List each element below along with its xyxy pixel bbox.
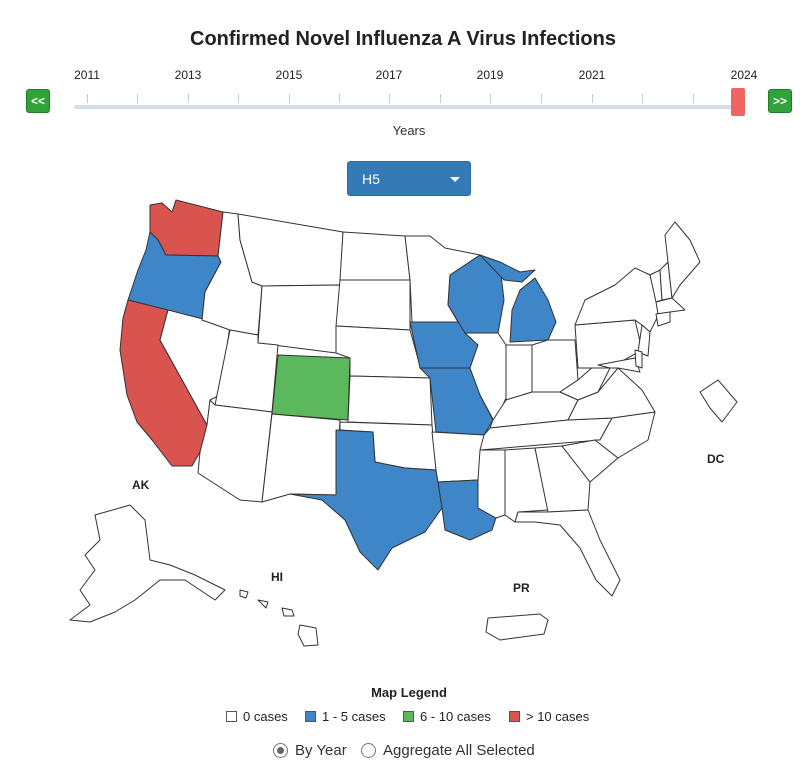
slider-tick [87, 94, 88, 103]
year-label-2019: 2019 [476, 68, 504, 82]
slider-tick [238, 94, 239, 103]
legend-label: 6 - 10 cases [420, 709, 491, 724]
state-MT[interactable] [237, 213, 344, 287]
state-MI-upper[interactable] [479, 254, 536, 283]
year-label-2017: 2017 [375, 68, 403, 82]
legend-swatch [305, 711, 316, 722]
state-TX[interactable] [289, 429, 443, 571]
radio-button[interactable] [273, 743, 288, 758]
map-label-pr: PR [513, 581, 530, 595]
by-year-radio[interactable]: By Year [273, 742, 347, 759]
slider-axis-title: Years [392, 123, 426, 138]
slider-tick [389, 94, 390, 103]
legend-item-over-10-cases: > 10 cases [509, 709, 589, 724]
state-SD[interactable] [335, 279, 411, 331]
state-AK[interactable] [69, 504, 226, 623]
year-label-2024: 2024 [730, 68, 758, 82]
territory-PR[interactable] [485, 613, 549, 641]
legend-title: Map Legend [371, 685, 447, 700]
radio-label: Aggregate All Selected [383, 742, 535, 759]
state-CO[interactable] [271, 354, 351, 421]
year-label-2011: 2011 [74, 68, 100, 82]
state-HI[interactable] [239, 589, 319, 647]
state-GA[interactable] [534, 445, 591, 513]
slider-tick [137, 94, 138, 103]
slider-tick [289, 94, 290, 103]
year-label-2015: 2015 [275, 68, 303, 82]
state-ND[interactable] [339, 231, 411, 281]
legend-item-6-10-cases: 6 - 10 cases [403, 709, 491, 724]
slider-tick [188, 94, 189, 103]
legend-label: 0 cases [243, 709, 288, 724]
state-MS[interactable] [477, 449, 506, 519]
slider-tick [490, 94, 491, 103]
aggregate-all-selected-radio[interactable]: Aggregate All Selected [361, 742, 535, 759]
legend-label: 1 - 5 cases [322, 709, 386, 724]
radio-label: By Year [295, 742, 347, 759]
next-year-button[interactable]: >> [768, 89, 792, 113]
year-label-2021: 2021 [578, 68, 606, 82]
slider-tick [642, 94, 643, 103]
map-label-dc: DC [707, 452, 725, 466]
state-KS[interactable] [347, 375, 433, 426]
state-NJ[interactable] [637, 324, 651, 357]
legend-swatch [509, 711, 520, 722]
state-MI[interactable] [509, 277, 557, 343]
state-NM[interactable] [261, 413, 341, 503]
slider-tick [541, 94, 542, 103]
slider-tick [339, 94, 340, 103]
legend-item-1-5-cases: 1 - 5 cases [305, 709, 386, 724]
year-slider-handle[interactable] [731, 88, 745, 116]
map-label-hi: HI [271, 570, 283, 584]
state-ME[interactable] [664, 221, 701, 299]
map-label-ak: AK [132, 478, 150, 492]
legend-swatch [226, 711, 237, 722]
state-CT[interactable] [655, 311, 671, 327]
state-MA[interactable] [655, 297, 686, 315]
dropdown-selected-value: H5 [362, 171, 380, 187]
map-title: Confirmed Novel Influenza A Virus Infect… [190, 28, 616, 50]
year-label-2013: 2013 [174, 68, 202, 82]
virus-subtype-dropdown[interactable]: H5 [347, 161, 471, 196]
legend-swatch [403, 711, 414, 722]
slider-tick [440, 94, 441, 103]
previous-year-button[interactable]: << [26, 89, 50, 113]
state-DE[interactable] [634, 349, 643, 369]
year-slider-track[interactable] [74, 105, 740, 109]
state-IN[interactable] [505, 344, 533, 401]
slider-tick [592, 94, 593, 103]
radio-button[interactable] [361, 743, 376, 758]
legend-item-0-cases: 0 cases [226, 709, 288, 724]
state-AR[interactable] [431, 431, 485, 483]
state-MD[interactable] [597, 357, 641, 373]
state-AZ[interactable] [197, 399, 273, 503]
state-FL[interactable] [514, 509, 621, 597]
legend-label: > 10 cases [526, 709, 590, 724]
state-NY[interactable] [574, 267, 661, 333]
territory-DC[interactable] [699, 379, 738, 423]
slider-tick [693, 94, 694, 103]
chevron-down-icon [450, 177, 460, 182]
us-map [69, 199, 738, 647]
state-WY[interactable] [257, 284, 341, 354]
